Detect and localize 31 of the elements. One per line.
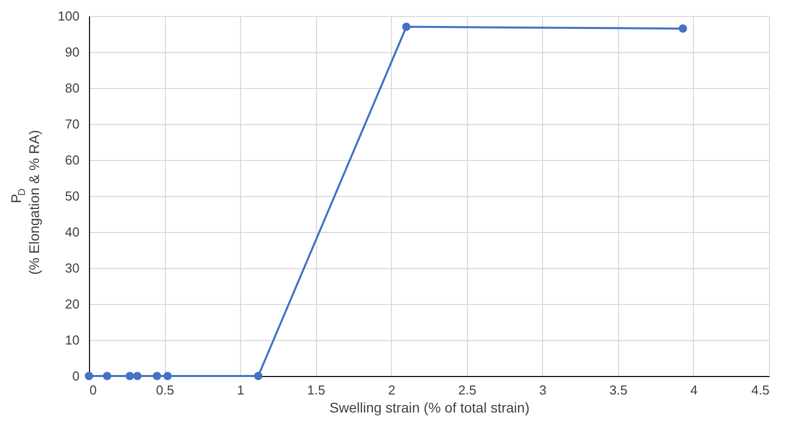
point bbox=[126, 372, 134, 380]
y-tick-label: 90 bbox=[65, 44, 80, 60]
x-tick-label: 4.5 bbox=[751, 382, 770, 398]
point bbox=[152, 372, 162, 380]
y-tick-label: 10 bbox=[65, 332, 80, 348]
point bbox=[254, 372, 262, 380]
x-tick-label: 2 bbox=[388, 382, 396, 398]
x-tick-label: 0.5 bbox=[156, 382, 174, 398]
y-tick-label: 50 bbox=[65, 188, 80, 204]
y-tick-label: 30 bbox=[65, 260, 80, 276]
y-tick-label: 70 bbox=[65, 116, 80, 132]
y-tick-label: 80 bbox=[65, 80, 80, 96]
point bbox=[678, 24, 688, 33]
x-tick-label: 4 bbox=[690, 382, 698, 398]
point bbox=[102, 372, 112, 380]
point bbox=[163, 372, 172, 380]
x-tick-label: 2.5 bbox=[458, 382, 476, 398]
x-tick-label: 3.5 bbox=[609, 382, 628, 398]
x-tick-label: 0 bbox=[90, 382, 97, 398]
y-tick-label: 0 bbox=[72, 368, 80, 384]
y-tick-label: 100 bbox=[58, 8, 80, 24]
y-tick-label: 60 bbox=[65, 152, 80, 168]
y-tick-label: 20 bbox=[65, 296, 80, 312]
x-tick-label: 1 bbox=[236, 382, 244, 398]
x-tick-label: 3 bbox=[539, 382, 546, 398]
x-tick-label: 1.5 bbox=[307, 382, 326, 398]
point bbox=[84, 372, 94, 380]
x-axis-title: Swelling strain (% of total strain) bbox=[330, 400, 530, 416]
point bbox=[133, 372, 142, 380]
point bbox=[402, 22, 411, 31]
y-tick-label: 40 bbox=[65, 224, 80, 240]
